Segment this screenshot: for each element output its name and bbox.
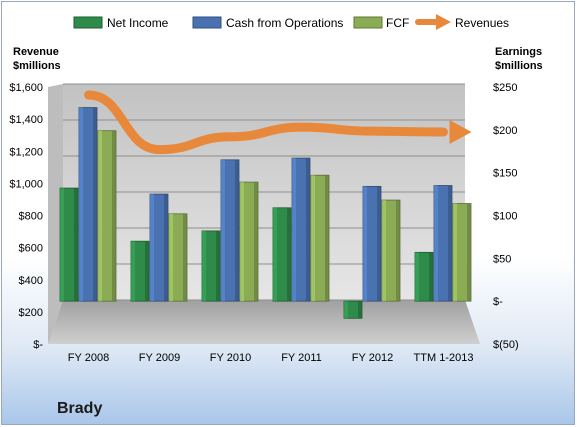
left-axis-tick-label: $600 — [19, 243, 43, 255]
bar-net-income-0 — [59, 187, 79, 302]
bar-fcf-0 — [97, 130, 117, 302]
legend-swatch-net-income — [73, 16, 103, 29]
bar-net-income-3 — [272, 207, 292, 302]
left-axis-tick-label: $1,600 — [9, 82, 43, 94]
legend-swatch-revenues — [415, 14, 451, 30]
revenue-series — [84, 90, 472, 155]
company-name: Brady — [57, 400, 102, 417]
left-axis-title-line2: $millions — [13, 60, 61, 72]
right-axis-tick-label: $100 — [493, 211, 517, 223]
right-axis-title-line1: Earnings — [495, 46, 542, 58]
legend-label-fcf: FCF — [386, 16, 409, 30]
x-axis-tick-label: FY 2010 — [210, 352, 251, 364]
x-axis-tick-label: FY 2011 — [281, 352, 322, 364]
bar-cash-from-operations-0 — [78, 107, 98, 302]
bar-cash-from-operations-4 — [362, 185, 382, 302]
bar-cash-from-operations-1 — [149, 193, 169, 302]
right-axis-tick-label: $250 — [493, 82, 517, 94]
bar-cash-from-operations-2 — [220, 159, 240, 302]
right-axis-tick-label: $(50) — [493, 339, 519, 351]
legend-swatch-cash-from-operations — [192, 16, 222, 29]
x-axis-tick-label: FY 2008 — [68, 352, 109, 364]
left-axis-tick-label: $1,200 — [9, 146, 43, 158]
bar-fcf-5 — [452, 203, 472, 302]
bar-fcf-2 — [239, 181, 259, 302]
left-axis-tick-label: $400 — [19, 275, 43, 287]
bar-net-income-2 — [201, 230, 221, 302]
legend-label-cash-from-operations: Cash from Operations — [226, 16, 343, 30]
left-axis-tick-label: $1,000 — [9, 178, 43, 190]
left-axis-title-line1: Revenue — [13, 46, 59, 58]
revenue-line — [84, 90, 448, 155]
left-axis: $- $200 $400 $600 $800 $1,000 $1,200 $1,400 $1,6… — [9, 82, 43, 351]
left-axis-tick-label: $- — [33, 339, 43, 351]
bar-fcf-1 — [168, 213, 188, 302]
bar-fcf-3 — [310, 174, 330, 302]
right-axis: $(50) $- $50 $100 $150 $200 $250 — [493, 82, 519, 351]
x-axis-tick-label: TTM 1-2013 — [414, 352, 474, 364]
x-axis: FY 2008 FY 2009 FY 2010 FY 2011 FY 2012 TTM 1… — [68, 352, 474, 364]
x-axis-tick-label: FY 2009 — [139, 352, 180, 364]
right-axis-tick-label: $- — [493, 296, 503, 308]
legend: Net Income Cash from Operations FCF Reve… — [73, 14, 509, 30]
bars — [59, 107, 472, 319]
plot-floor — [48, 300, 480, 344]
plot-side-wall — [48, 84, 63, 344]
legend-label-net-income: Net Income — [107, 16, 169, 30]
right-axis-tick-label: $200 — [493, 125, 517, 137]
legend-swatch-fcf — [353, 16, 383, 29]
revenue-arrowhead — [449, 119, 472, 144]
bar-cash-from-operations-3 — [291, 157, 311, 302]
bar-net-income-4 — [343, 300, 363, 319]
bar-fcf-4 — [381, 199, 401, 302]
left-axis-tick-label: $200 — [19, 307, 43, 319]
bar-net-income-1 — [130, 240, 150, 302]
legend-label-revenues: Revenues — [455, 16, 509, 30]
right-axis-title-line2: $millions — [495, 60, 543, 72]
bar-net-income-5 — [414, 251, 434, 302]
right-axis-tick-label: $150 — [493, 168, 517, 180]
right-axis-tick-label: $50 — [493, 253, 511, 265]
left-axis-tick-label: $1,400 — [9, 114, 43, 126]
bar-cash-from-operations-5 — [433, 185, 453, 302]
x-axis-tick-label: FY 2012 — [352, 352, 393, 364]
left-axis-tick-label: $800 — [19, 211, 43, 223]
